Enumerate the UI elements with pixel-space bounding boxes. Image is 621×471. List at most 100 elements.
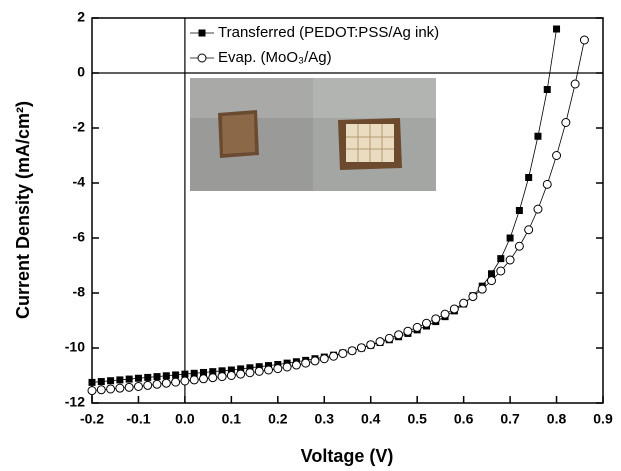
x-tick-label: -0.1 bbox=[126, 411, 150, 427]
legend-label: Transferred (PEDOT:PSS/Ag ink) bbox=[218, 24, 439, 41]
point bbox=[181, 370, 189, 378]
point bbox=[525, 174, 533, 181]
point bbox=[125, 375, 133, 383]
point bbox=[394, 330, 404, 340]
x-tick-label: -0.2 bbox=[80, 411, 104, 427]
point bbox=[115, 383, 125, 393]
inset-photo bbox=[190, 78, 436, 191]
point bbox=[384, 333, 394, 343]
point bbox=[366, 340, 376, 350]
point bbox=[161, 378, 171, 388]
point bbox=[143, 380, 153, 390]
y-tick-label: -8 bbox=[73, 284, 86, 300]
point bbox=[310, 356, 320, 366]
point bbox=[162, 372, 170, 380]
point bbox=[497, 255, 505, 263]
point bbox=[133, 382, 143, 391]
point bbox=[217, 372, 227, 382]
x-axis-label: Voltage (V) bbox=[301, 446, 394, 466]
point bbox=[552, 151, 562, 160]
point bbox=[273, 364, 283, 374]
x-tick-label: 0.5 bbox=[407, 411, 427, 427]
x-tick-label: 0.1 bbox=[222, 411, 242, 427]
point bbox=[477, 284, 487, 294]
point bbox=[319, 354, 329, 364]
point bbox=[375, 337, 385, 347]
point bbox=[236, 369, 246, 379]
y-tick-label: -4 bbox=[73, 174, 86, 190]
legend-label: Evap. (MoO₃/Ag) bbox=[218, 49, 332, 66]
point bbox=[440, 309, 450, 319]
point bbox=[96, 385, 106, 395]
plot-frame bbox=[91, 17, 604, 404]
x-tick-label: 0.9 bbox=[593, 411, 613, 427]
point bbox=[514, 241, 524, 251]
point bbox=[199, 368, 207, 376]
y-tick-label: 2 bbox=[77, 9, 85, 25]
point bbox=[246, 364, 254, 372]
point bbox=[255, 363, 263, 371]
point bbox=[506, 234, 514, 242]
point bbox=[543, 86, 551, 93]
point bbox=[338, 349, 348, 358]
point bbox=[534, 132, 542, 140]
point bbox=[208, 373, 218, 383]
point bbox=[153, 373, 161, 381]
point bbox=[347, 346, 357, 356]
x-tick-label: 0.2 bbox=[268, 411, 288, 427]
point bbox=[180, 376, 190, 386]
y-tick-label: 0 bbox=[77, 64, 85, 80]
point bbox=[488, 270, 496, 278]
x-tick-label: 0.6 bbox=[454, 411, 474, 427]
point bbox=[570, 79, 580, 89]
point bbox=[524, 225, 534, 235]
point bbox=[431, 314, 441, 324]
point bbox=[144, 373, 152, 381]
point bbox=[237, 365, 245, 373]
point bbox=[468, 292, 478, 302]
point bbox=[496, 266, 506, 276]
point bbox=[553, 25, 561, 33]
point bbox=[197, 53, 207, 63]
point bbox=[403, 326, 413, 336]
point bbox=[189, 375, 199, 385]
point bbox=[172, 371, 180, 379]
point bbox=[356, 343, 366, 353]
point bbox=[264, 365, 274, 375]
point bbox=[412, 322, 422, 332]
point bbox=[97, 378, 105, 386]
point bbox=[282, 362, 292, 372]
point bbox=[190, 369, 198, 377]
point bbox=[579, 35, 589, 45]
x-tick-label: 0.4 bbox=[361, 411, 381, 427]
point bbox=[542, 179, 552, 189]
y-tick-label: -10 bbox=[65, 339, 85, 355]
y-tick-label: -12 bbox=[65, 394, 85, 410]
x-tick-label: 0.7 bbox=[500, 411, 520, 427]
point bbox=[107, 377, 115, 385]
point bbox=[116, 376, 124, 384]
y-tick-label: -6 bbox=[73, 229, 86, 245]
point bbox=[88, 378, 96, 386]
point bbox=[152, 379, 162, 389]
point bbox=[301, 358, 311, 368]
point bbox=[106, 384, 116, 394]
point bbox=[533, 204, 543, 214]
point bbox=[87, 386, 97, 396]
point bbox=[198, 374, 208, 384]
point bbox=[254, 366, 264, 376]
point bbox=[226, 371, 236, 380]
y-tick-label: -2 bbox=[73, 119, 86, 135]
point bbox=[515, 207, 523, 214]
point bbox=[421, 318, 431, 328]
point bbox=[487, 276, 497, 286]
point bbox=[134, 374, 142, 382]
point bbox=[227, 366, 235, 374]
x-tick-label: 0.3 bbox=[315, 411, 335, 427]
point bbox=[561, 118, 571, 127]
point bbox=[198, 29, 206, 37]
point bbox=[171, 377, 181, 387]
point bbox=[218, 367, 226, 375]
y-axis-label: Current Density (mA/cm²) bbox=[13, 101, 33, 319]
